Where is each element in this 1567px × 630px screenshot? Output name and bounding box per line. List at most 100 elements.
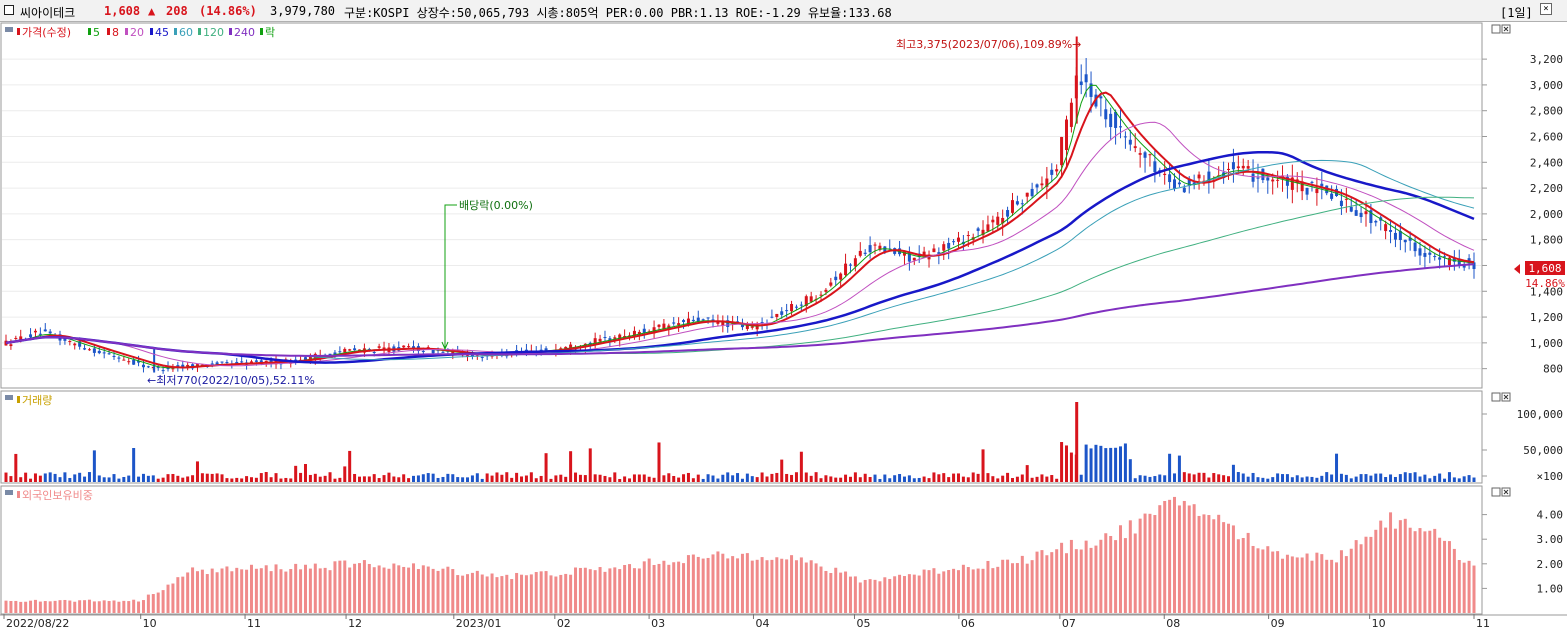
candle-body — [996, 216, 1000, 225]
foreign-ratio-bar — [662, 560, 666, 613]
panel-menu-icon[interactable] — [5, 395, 13, 400]
foreign-ratio-bar — [1290, 556, 1294, 613]
foreign-ratio-bar — [279, 569, 283, 613]
volume-bar — [1202, 472, 1206, 482]
volume-bar — [245, 476, 249, 482]
volume-bar — [1143, 475, 1147, 482]
volume-bar — [961, 476, 965, 482]
foreign-ratio-bar — [1354, 540, 1358, 613]
foreign-ratio-bar — [323, 567, 327, 613]
close-icon[interactable]: × — [1540, 3, 1552, 15]
panel-close-icon[interactable] — [1501, 487, 1511, 497]
volume-bar — [844, 474, 848, 482]
candle-body — [701, 319, 705, 321]
volume-bar — [549, 478, 553, 482]
candle-body — [726, 320, 730, 327]
panel-close-icon[interactable] — [1501, 24, 1511, 34]
volume-bar — [736, 473, 740, 482]
candle-body — [215, 362, 219, 366]
volume-bar — [122, 476, 126, 482]
foreign-ratio-bar — [657, 563, 661, 613]
candle-body — [1310, 181, 1314, 183]
foreign-ratio-bar — [338, 560, 342, 613]
candle-body — [107, 353, 111, 355]
candle-body — [63, 338, 67, 341]
foreign-ratio-bar — [544, 571, 548, 613]
price-box-pct: 14.86% — [1525, 277, 1565, 290]
candle-body — [1285, 176, 1289, 186]
foreign-ratio-bar — [510, 579, 514, 613]
panel-maximize-icon[interactable] — [1491, 24, 1501, 34]
foreign-ratio-bar — [1285, 554, 1289, 613]
foreign-ratio-label: 외국인보유비중 — [22, 489, 93, 502]
foreign-ratio-bar — [1133, 533, 1137, 613]
foreign-ratio-bar — [961, 564, 965, 613]
candle-body — [524, 349, 528, 352]
volume-bar — [240, 478, 244, 482]
candle-body — [716, 321, 720, 324]
volume-bar — [996, 478, 1000, 482]
volume-bar — [1276, 473, 1280, 482]
panel-menu-icon[interactable] — [5, 490, 13, 495]
foreign-ratio-bar — [569, 574, 573, 613]
candle-body — [33, 330, 37, 333]
volume-bar — [814, 472, 818, 482]
candle-body — [755, 324, 759, 330]
volume-bar — [716, 478, 720, 482]
foreign-ratio-bar — [1192, 504, 1196, 613]
foreign-ratio-bar — [353, 563, 357, 613]
volume-bar — [186, 476, 190, 482]
candle-body — [426, 347, 430, 349]
foreign-ratio-bar — [9, 600, 13, 613]
volume-bar — [1241, 473, 1245, 482]
candle-body — [470, 354, 474, 357]
foreign-ratio-bar — [1349, 548, 1353, 613]
volume-bar — [1261, 477, 1265, 482]
candle-body — [618, 334, 622, 341]
volume-bar — [672, 475, 676, 482]
candle-body — [986, 224, 990, 232]
candle-body — [1369, 210, 1373, 223]
foreign-ratio-bar — [898, 574, 902, 613]
candle-body — [353, 348, 357, 351]
x-tick-label: 10 — [143, 617, 157, 630]
panel-close-icon[interactable] — [1501, 392, 1511, 402]
panel-maximize-icon[interactable] — [1491, 392, 1501, 402]
candle-body — [544, 348, 548, 351]
select-checkbox[interactable] — [4, 5, 14, 15]
volume-bar — [539, 475, 543, 482]
period-selector[interactable]: [1일] — [1500, 6, 1533, 20]
candle-body — [682, 320, 686, 322]
volume-bar — [1006, 472, 1010, 482]
volume-panel — [0, 390, 1483, 484]
foreign-ratio-bar — [1109, 535, 1113, 613]
volume-bar — [907, 475, 911, 482]
volume-bar — [343, 466, 347, 482]
volume-bar — [151, 475, 155, 482]
candle-body — [662, 323, 666, 330]
volume-bar — [1403, 472, 1407, 482]
candle-body — [1055, 169, 1059, 172]
candle-body — [1251, 173, 1255, 182]
volume-bar — [1123, 443, 1127, 482]
volume-bar — [848, 476, 852, 482]
foreign-ratio-bar — [1300, 557, 1304, 613]
panel-menu-icon[interactable] — [5, 27, 13, 32]
foreign-ratio-bar — [1064, 553, 1068, 613]
foreign-ratio-bar — [907, 574, 911, 613]
foreign-ratio-bar — [235, 567, 239, 613]
volume-bar — [1133, 478, 1137, 482]
candle-body — [333, 352, 337, 356]
volume-bar — [78, 472, 82, 482]
foreign-ratio-bar — [1246, 532, 1250, 613]
x-tick-label: 11 — [1476, 617, 1490, 630]
foreign-ratio-bar — [760, 557, 764, 613]
volume-bar — [141, 473, 145, 482]
panel-maximize-icon[interactable] — [1491, 487, 1501, 497]
foreign-ratio-bar — [53, 600, 57, 613]
volume-bar — [588, 448, 592, 482]
volume-bar — [1374, 473, 1378, 482]
volume-bar — [1325, 472, 1329, 482]
volume-bar — [1040, 474, 1044, 482]
candle-body — [382, 347, 386, 350]
